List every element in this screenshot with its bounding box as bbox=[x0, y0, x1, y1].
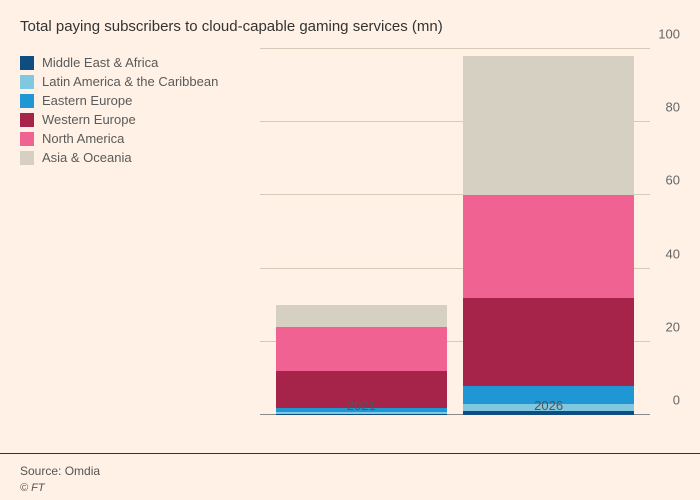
bar-segment bbox=[276, 327, 448, 371]
y-tick-label: 20 bbox=[654, 319, 680, 334]
source-text: Source: Omdia bbox=[20, 464, 100, 478]
chart-title: Total paying subscribers to cloud-capabl… bbox=[20, 18, 680, 35]
legend-label: North America bbox=[42, 131, 124, 146]
plot-area: 020406080100 20212026 bbox=[260, 49, 680, 439]
legend-swatch bbox=[20, 94, 34, 108]
bar-segment bbox=[276, 305, 448, 327]
bar-segment bbox=[463, 56, 635, 195]
bar-layer: 2021 2026 bbox=[260, 49, 650, 415]
legend-item: Latin America & the Caribbean bbox=[20, 74, 250, 89]
legend-item: Asia & Oceania bbox=[20, 150, 250, 165]
footer-divider bbox=[0, 453, 700, 454]
legend-swatch bbox=[20, 56, 34, 70]
legend-item: Middle East & Africa bbox=[20, 55, 250, 70]
legend-label: Western Europe bbox=[42, 112, 136, 127]
y-tick-label: 0 bbox=[654, 393, 680, 408]
legend-label: Asia & Oceania bbox=[42, 150, 132, 165]
y-tick-label: 80 bbox=[654, 100, 680, 115]
legend-item: North America bbox=[20, 131, 250, 146]
legend-swatch bbox=[20, 75, 34, 89]
bar-segment bbox=[276, 414, 448, 415]
legend-swatch bbox=[20, 113, 34, 127]
bar-segment bbox=[463, 298, 635, 386]
legend-label: Latin America & the Caribbean bbox=[42, 74, 218, 89]
x-tick-label: 2026 bbox=[534, 398, 563, 413]
footer: Source: Omdia © FT bbox=[20, 464, 100, 494]
y-tick-label: 60 bbox=[654, 173, 680, 188]
legend-label: Eastern Europe bbox=[42, 93, 132, 108]
legend-item: Western Europe bbox=[20, 112, 250, 127]
y-tick-label: 40 bbox=[654, 246, 680, 261]
bar-group bbox=[463, 56, 635, 415]
legend-item: Eastern Europe bbox=[20, 93, 250, 108]
legend: Middle East & Africa Latin America & the … bbox=[20, 49, 250, 439]
x-tick-label: 2021 bbox=[347, 398, 376, 413]
legend-swatch bbox=[20, 151, 34, 165]
legend-swatch bbox=[20, 132, 34, 146]
legend-label: Middle East & Africa bbox=[42, 55, 158, 70]
chart-container: Total paying subscribers to cloud-capabl… bbox=[0, 0, 700, 500]
bar-segment bbox=[463, 195, 635, 297]
y-tick-label: 100 bbox=[654, 27, 680, 42]
chart-body: Middle East & Africa Latin America & the … bbox=[20, 49, 680, 439]
copyright-text: © FT bbox=[20, 482, 100, 494]
